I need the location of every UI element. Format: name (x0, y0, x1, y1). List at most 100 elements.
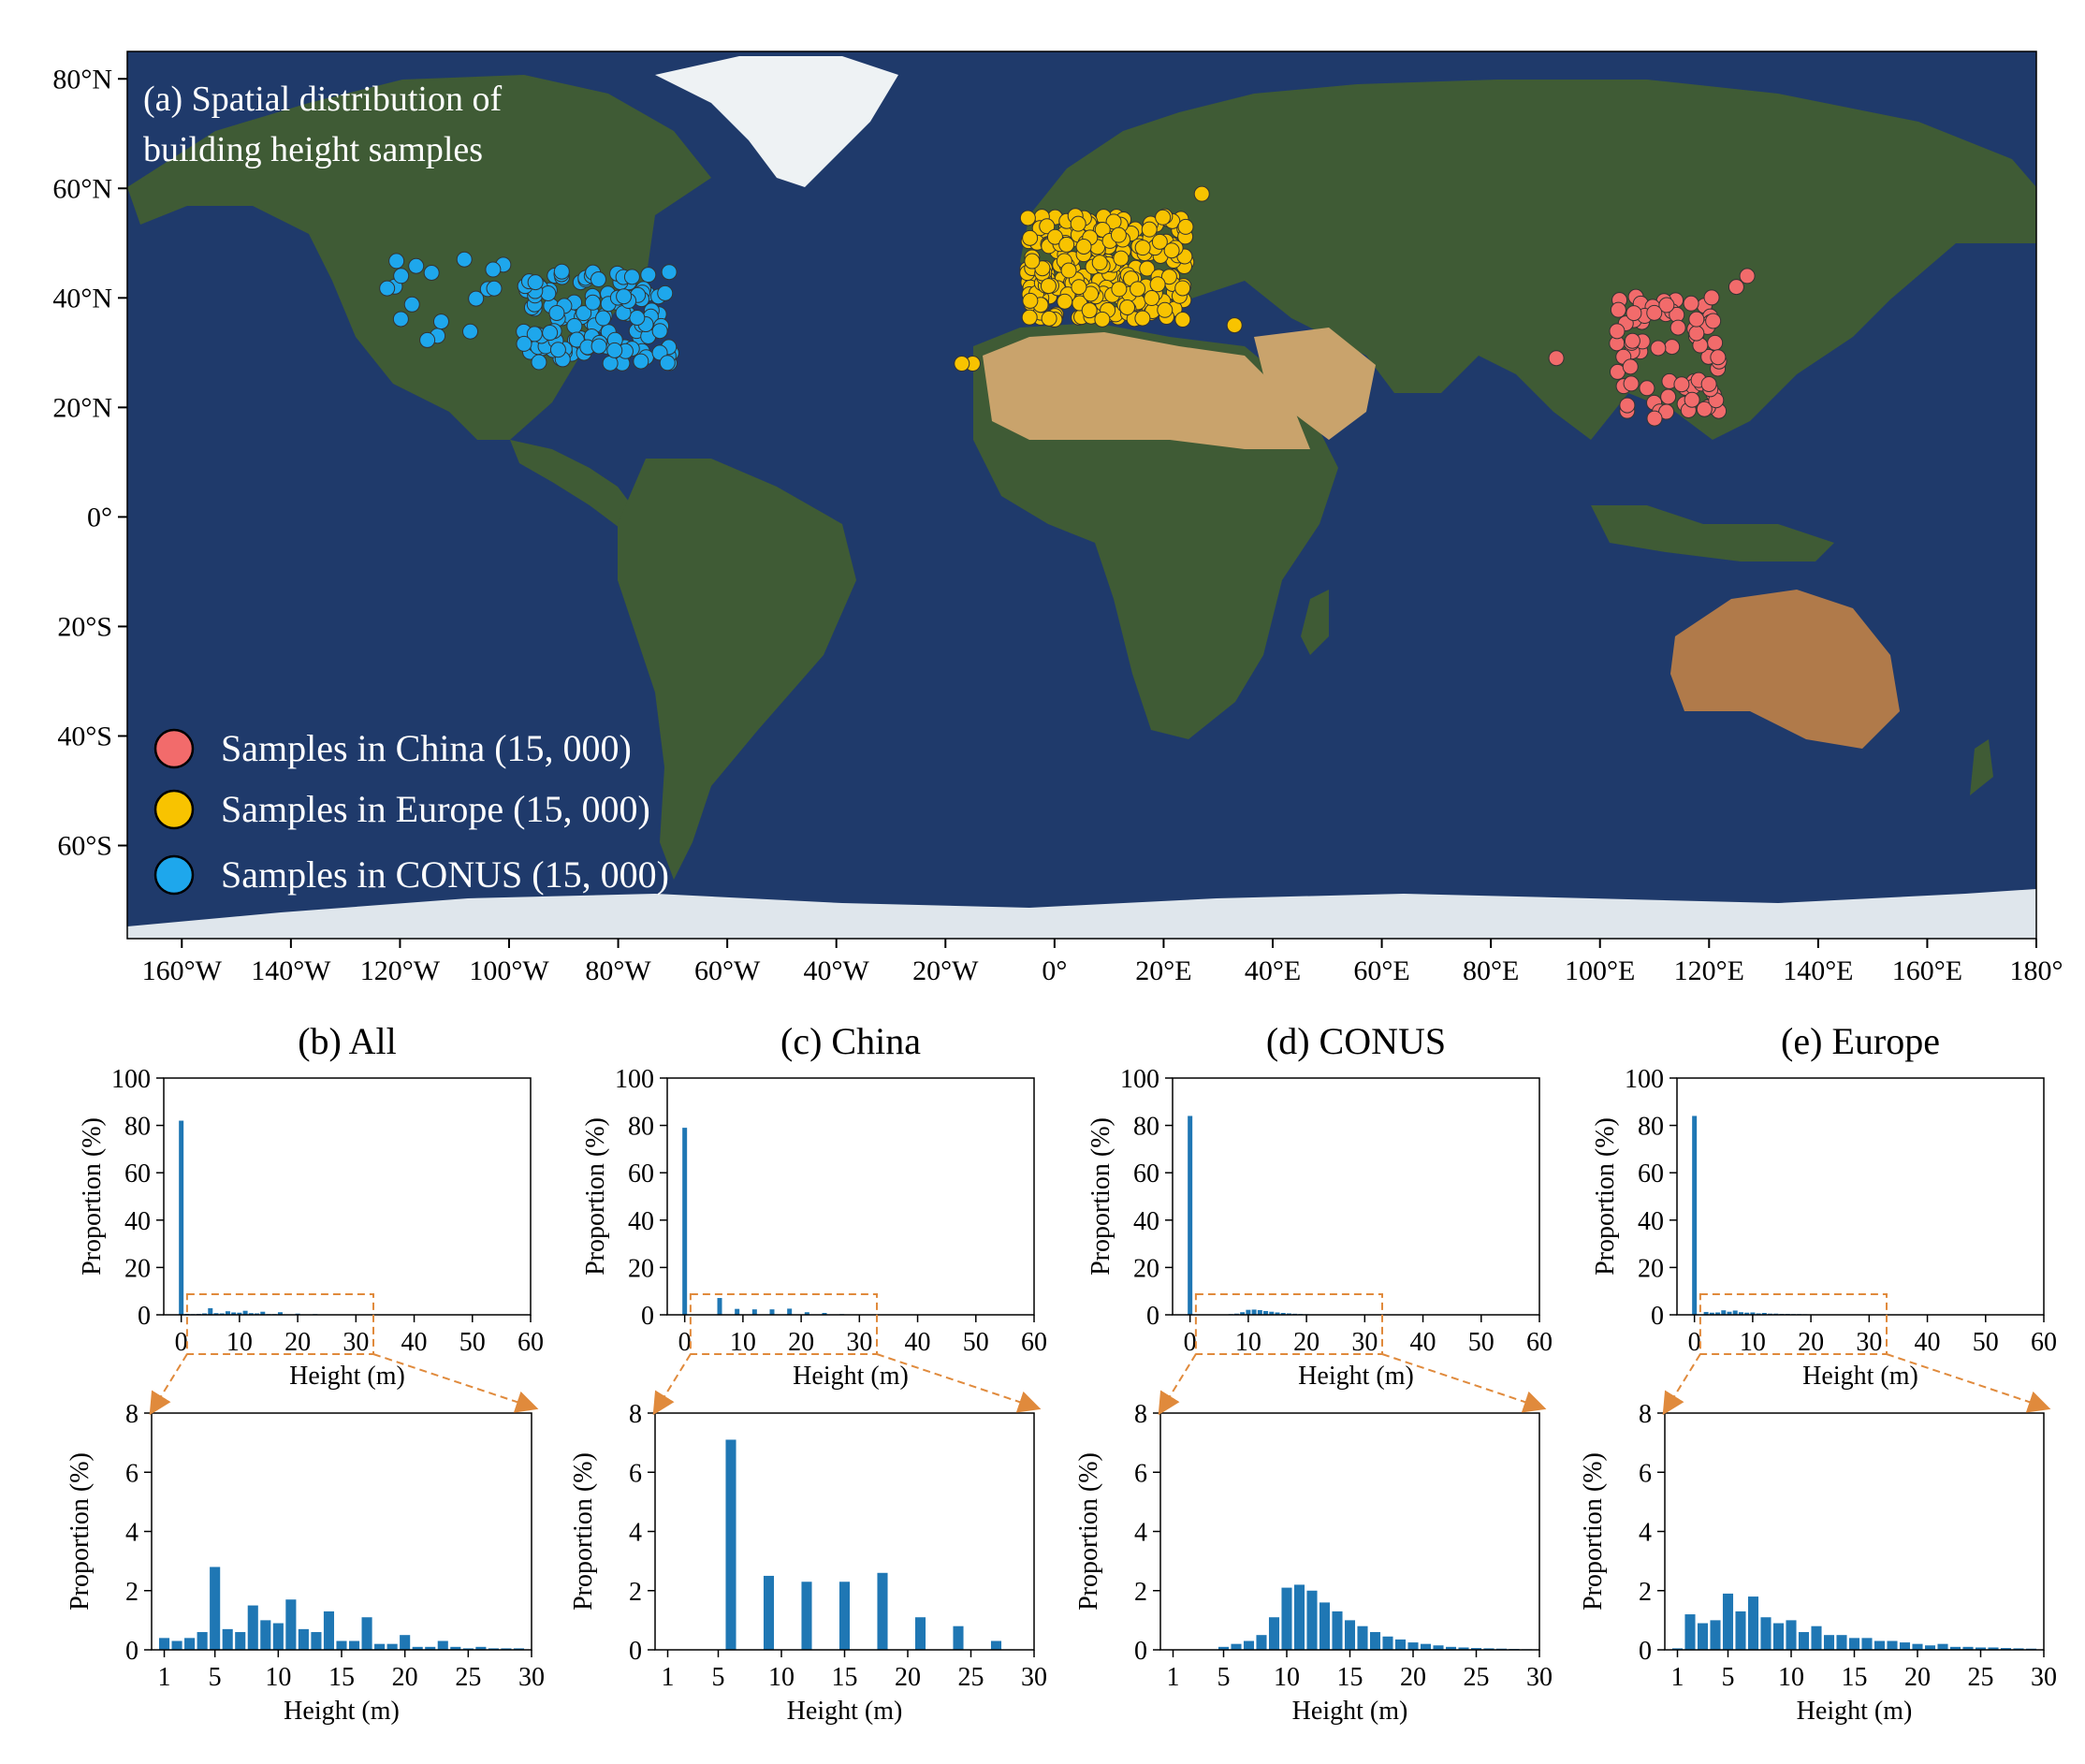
x-tick-label: 20 (392, 1663, 418, 1692)
sample-point-china (1650, 340, 1667, 357)
sample-point (954, 356, 970, 372)
bar (822, 1312, 827, 1315)
map-lon-label: 80°E (1463, 955, 1519, 986)
map-lon-label: 60°W (694, 955, 761, 986)
bar (1962, 1646, 1974, 1650)
sample-point-conus (485, 261, 502, 278)
map-sample-points (379, 185, 1756, 427)
x-tick-label: 5 (712, 1663, 725, 1692)
sample-point-conus (392, 311, 409, 328)
sample-point-conus (486, 280, 503, 297)
panel-title: (d) CONUS (1266, 1020, 1446, 1062)
bar (1257, 1309, 1262, 1315)
x-tick-label: 50 (1973, 1328, 1999, 1357)
zoom-box (1194, 1293, 1384, 1355)
bar (1306, 1590, 1318, 1650)
map-lon-label: 40°W (804, 955, 870, 986)
zoom-indicator-2 (1158, 1293, 1547, 1416)
y-tick-label: 4 (1639, 1519, 1652, 1548)
map-lon-label: 140°W (251, 955, 331, 986)
bar (1798, 1632, 1810, 1650)
sample-point-conus (531, 354, 547, 371)
map-frame (126, 51, 2037, 940)
x-tick-label: 20 (1293, 1328, 1320, 1357)
sample-point (1193, 185, 1210, 202)
desert-sahara (983, 332, 1310, 449)
sample-point-china (1623, 375, 1640, 392)
sample-point-china (1609, 323, 1626, 340)
sample-point-conus (423, 265, 440, 282)
bar (717, 1298, 722, 1315)
sample-point-europe (1134, 240, 1151, 256)
bar (1861, 1638, 1873, 1650)
x-tick-label: 20 (788, 1328, 814, 1357)
sample-point-europe (1160, 269, 1177, 285)
bar (1268, 1617, 1280, 1650)
sample-point-europe (1071, 279, 1087, 296)
bar (202, 1313, 208, 1315)
sample-point-conus (629, 310, 646, 327)
landmass-greenland (655, 56, 898, 187)
zoom-arrow-left (149, 1353, 188, 1416)
bar (255, 1313, 260, 1315)
sample-point-conus (548, 304, 565, 321)
x-tick-label: 20 (284, 1328, 311, 1357)
x-axis-label: Height (m) (1292, 1697, 1408, 1726)
bar (787, 1308, 793, 1315)
x-tick-label: 30 (1351, 1328, 1378, 1357)
sample-point-europe (1081, 302, 1098, 319)
map-lon-label: 60°E (1353, 955, 1409, 986)
x-tick-label: 15 (1842, 1663, 1868, 1692)
x-tick-label: 0 (1184, 1328, 1197, 1357)
map-lon-label: 100°E (1565, 955, 1635, 986)
sample-point (1646, 410, 1663, 427)
map-lon-label: 120°W (360, 955, 441, 986)
y-tick-label: 8 (629, 1400, 642, 1429)
bar (361, 1617, 372, 1650)
x-tick-label: 60 (1021, 1328, 1047, 1357)
bar (513, 1648, 525, 1650)
bar (1772, 1623, 1785, 1650)
map-lat-label: 0° (87, 502, 112, 532)
bar (1369, 1632, 1381, 1650)
sample-point-europe (1149, 276, 1166, 293)
y-tick-label: 0 (629, 1637, 642, 1666)
sample-point-conus (595, 310, 612, 327)
bar (1874, 1640, 1886, 1650)
y-tick-label: 8 (1639, 1400, 1652, 1429)
map-axes: 80°N 60°N 40°N 20°N 0° 20°S 40°S 60°S 160°W 140°W… (52, 64, 2063, 986)
bar (450, 1646, 461, 1650)
x-axis-label: Height (m) (787, 1697, 903, 1726)
x-tick-label: 0 (678, 1328, 692, 1357)
sample-point-europe (1163, 242, 1180, 259)
y-axis-label: Proportion (%) (1074, 1452, 1103, 1611)
x-tick-label: 20 (895, 1663, 921, 1692)
zoom-box (1699, 1293, 1888, 1355)
landmass-madagascar (1301, 590, 1329, 655)
sample-point-china (1673, 376, 1690, 393)
bar (171, 1640, 182, 1650)
sample-point-europe (1144, 290, 1160, 307)
bar (323, 1611, 335, 1650)
y-tick-label: 20 (1133, 1254, 1159, 1283)
y-tick-label: 20 (124, 1254, 151, 1283)
sample-point-europe (1094, 311, 1111, 328)
sample-point (1226, 317, 1243, 334)
landmass-maritime-asia (1591, 505, 1834, 561)
y-tick-label: 4 (629, 1519, 642, 1548)
landmass-south-america (618, 459, 856, 880)
sample-point-europe (1022, 229, 1039, 246)
y-tick-label: 60 (628, 1159, 654, 1188)
sample-point-conus (527, 274, 544, 291)
x-tick-label: 50 (1468, 1328, 1494, 1357)
bar (260, 1620, 271, 1650)
sample-point-europe (1151, 233, 1168, 250)
sample-point-conus (403, 296, 420, 313)
bar (1750, 1312, 1756, 1315)
y-tick-label: 100 (1120, 1065, 1159, 1094)
bar (1263, 1310, 1269, 1315)
y-tick-label: 100 (111, 1065, 151, 1094)
y-tick-label: 60 (1133, 1159, 1159, 1188)
